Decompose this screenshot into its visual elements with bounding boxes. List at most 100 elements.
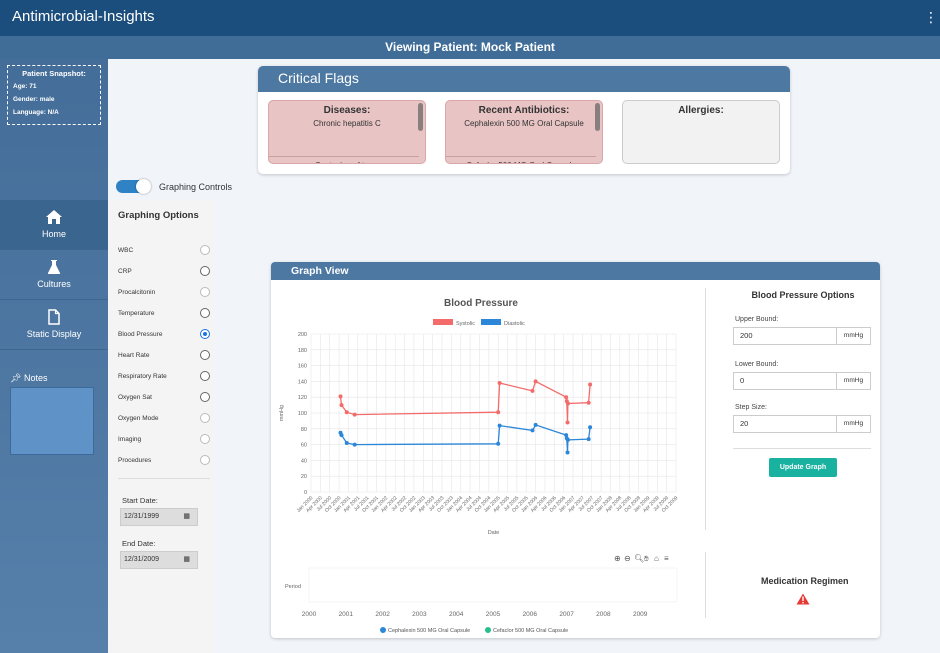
zoom-select-icon[interactable]: 🔍︎ bbox=[634, 554, 644, 563]
step-size-label: Step Size: bbox=[735, 404, 767, 411]
blood-pressure-chart: Blood Pressure Systolic Diastolic 0 20 40 60 80… bbox=[279, 298, 680, 536]
nav-label-cultures: Cultures bbox=[37, 279, 71, 289]
upper-bound-label: Upper Bound: bbox=[735, 316, 779, 323]
app-title: Antimicrobial-Insights bbox=[12, 8, 155, 25]
reset-home-icon[interactable]: ⌂ bbox=[654, 554, 659, 563]
option-wbc[interactable]: WBC bbox=[118, 244, 210, 258]
start-date-input[interactable]: 12/31/1999 ▦ bbox=[120, 508, 198, 526]
scrollbar[interactable] bbox=[595, 103, 600, 131]
x-tick-label: 2002 bbox=[375, 611, 390, 618]
nav-label-home: Home bbox=[41, 229, 66, 239]
y-tick-label: 60 bbox=[301, 443, 307, 449]
end-date-label: End Date: bbox=[122, 539, 156, 548]
chart-title: Blood Pressure bbox=[444, 298, 518, 309]
flask-icon bbox=[47, 260, 61, 274]
nav-item-static-display[interactable]: Static Display bbox=[0, 300, 108, 350]
radio-oxygen-mode[interactable] bbox=[200, 413, 210, 423]
x-tick-label: 2009 bbox=[633, 611, 648, 618]
data-point bbox=[344, 410, 349, 415]
nav-item-home[interactable]: Home bbox=[0, 200, 108, 250]
legend-swatch bbox=[433, 319, 453, 325]
radio-imaging[interactable] bbox=[200, 434, 210, 444]
option-temperature[interactable]: Temperature bbox=[118, 307, 210, 321]
data-point bbox=[352, 442, 357, 447]
x-tick-label: 2004 bbox=[449, 611, 464, 618]
bp-options-panel: Blood Pressure Options Upper Bound: 200 m… bbox=[733, 286, 873, 477]
data-point bbox=[496, 441, 501, 446]
update-graph-button[interactable]: Update Graph bbox=[769, 458, 837, 477]
nav-item-cultures[interactable]: Cultures bbox=[0, 250, 108, 300]
option-imaging[interactable]: Imaging bbox=[118, 433, 210, 447]
data-point bbox=[565, 420, 570, 425]
option-crp[interactable]: CRP bbox=[118, 265, 210, 279]
data-point bbox=[339, 433, 344, 438]
graphing-controls-label: Graphing Controls bbox=[159, 181, 233, 192]
radio-respiratory-rate[interactable] bbox=[200, 371, 210, 381]
warning-icon bbox=[796, 593, 810, 605]
pan-icon[interactable]: ✋︎ bbox=[644, 554, 649, 563]
x-tick-label: 2000 bbox=[302, 611, 317, 618]
radio-procedures[interactable] bbox=[200, 455, 210, 465]
bp-options-divider bbox=[733, 448, 871, 449]
radio-procalcitonin[interactable] bbox=[200, 287, 210, 297]
legend-label: Cefaclor 500 MG Oral Capsule bbox=[493, 628, 568, 634]
option-oxygen-mode[interactable]: Oxygen Mode bbox=[118, 412, 210, 426]
options-divider bbox=[118, 478, 210, 479]
diseases-card[interactable]: Diseases: Chronic hepatitis C Contusion … bbox=[268, 100, 426, 164]
recent-antibiotics-card[interactable]: Recent Antibiotics: Cephalexin 500 MG Or… bbox=[445, 100, 603, 164]
radio-heart-rate[interactable] bbox=[200, 350, 210, 360]
graphing-controls-switch[interactable] bbox=[116, 179, 151, 194]
snapshot-title: Patient Snapshot: bbox=[22, 69, 86, 78]
zoom-out-icon[interactable]: ⊖ bbox=[624, 554, 631, 563]
calendar-icon[interactable]: ▦ bbox=[183, 513, 190, 520]
start-date-value: 12/31/1999 bbox=[124, 513, 160, 520]
nav-label-static-display: Static Display bbox=[26, 329, 82, 339]
radio-temperature[interactable] bbox=[200, 308, 210, 318]
lower-bound-input[interactable]: 0 mmHg bbox=[733, 372, 871, 390]
data-point bbox=[586, 437, 591, 442]
option-blood-pressure[interactable]: Blood Pressure bbox=[118, 328, 210, 342]
option-procedures[interactable]: Procedures bbox=[118, 454, 210, 468]
critical-flags-card: Critical Flags Diseases: Chronic hepatit… bbox=[258, 66, 790, 174]
data-point bbox=[565, 401, 570, 406]
data-point bbox=[586, 400, 591, 405]
diseases-title: Diseases: bbox=[323, 105, 371, 116]
x-tick-label: 2005 bbox=[486, 611, 501, 618]
series-line-systolic bbox=[339, 380, 591, 423]
calendar-icon[interactable]: ▦ bbox=[183, 556, 190, 563]
notes-panel: 📌︎ Notes bbox=[10, 373, 100, 460]
start-date-label: Start Date: bbox=[122, 496, 158, 505]
pin-icon: 📌︎ bbox=[10, 373, 22, 383]
sidebar: Patient Snapshot: Age: 71 Gender: male L… bbox=[0, 59, 108, 653]
y-tick-label: 80 bbox=[301, 427, 307, 433]
radio-crp[interactable] bbox=[200, 266, 210, 276]
upper-bound-input[interactable]: 200 mmHg bbox=[733, 327, 871, 345]
radio-blood-pressure[interactable] bbox=[200, 329, 210, 339]
option-oxygen-sat[interactable]: Oxygen Sat bbox=[118, 391, 210, 405]
patient-banner: Viewing Patient: Mock Patient bbox=[0, 36, 940, 59]
step-size-input[interactable]: 20 mmHg bbox=[733, 415, 871, 433]
unit-label: mmHg bbox=[836, 416, 870, 432]
allergies-card: Allergies: bbox=[622, 100, 780, 164]
option-respiratory-rate[interactable]: Respiratory Rate bbox=[118, 370, 210, 384]
end-date-value: 12/31/2009 bbox=[124, 556, 160, 563]
radio-wbc[interactable] bbox=[200, 245, 210, 255]
more-vert-icon[interactable]: ⋮ bbox=[924, 9, 938, 25]
option-heart-rate[interactable]: Heart Rate bbox=[118, 349, 210, 363]
data-point bbox=[533, 379, 538, 384]
data-point bbox=[564, 433, 569, 438]
notes-textarea[interactable] bbox=[10, 387, 94, 455]
end-date-input[interactable]: 12/31/2009 ▦ bbox=[120, 551, 198, 569]
zoom-in-icon[interactable]: ⊕ bbox=[614, 554, 621, 563]
menu-icon[interactable]: ≡ bbox=[664, 554, 669, 563]
data-point bbox=[565, 437, 570, 442]
step-size-value: 20 bbox=[740, 419, 749, 428]
y-tick-label: 100 bbox=[298, 411, 307, 417]
radio-oxygen-sat[interactable] bbox=[200, 392, 210, 402]
data-point bbox=[497, 423, 502, 428]
x-axis-label: Date bbox=[488, 530, 500, 536]
y-tick-label: 160 bbox=[298, 364, 307, 370]
option-procalcitonin[interactable]: Procalcitonin bbox=[118, 286, 210, 300]
data-point bbox=[564, 395, 569, 400]
scrollbar[interactable] bbox=[418, 103, 423, 131]
